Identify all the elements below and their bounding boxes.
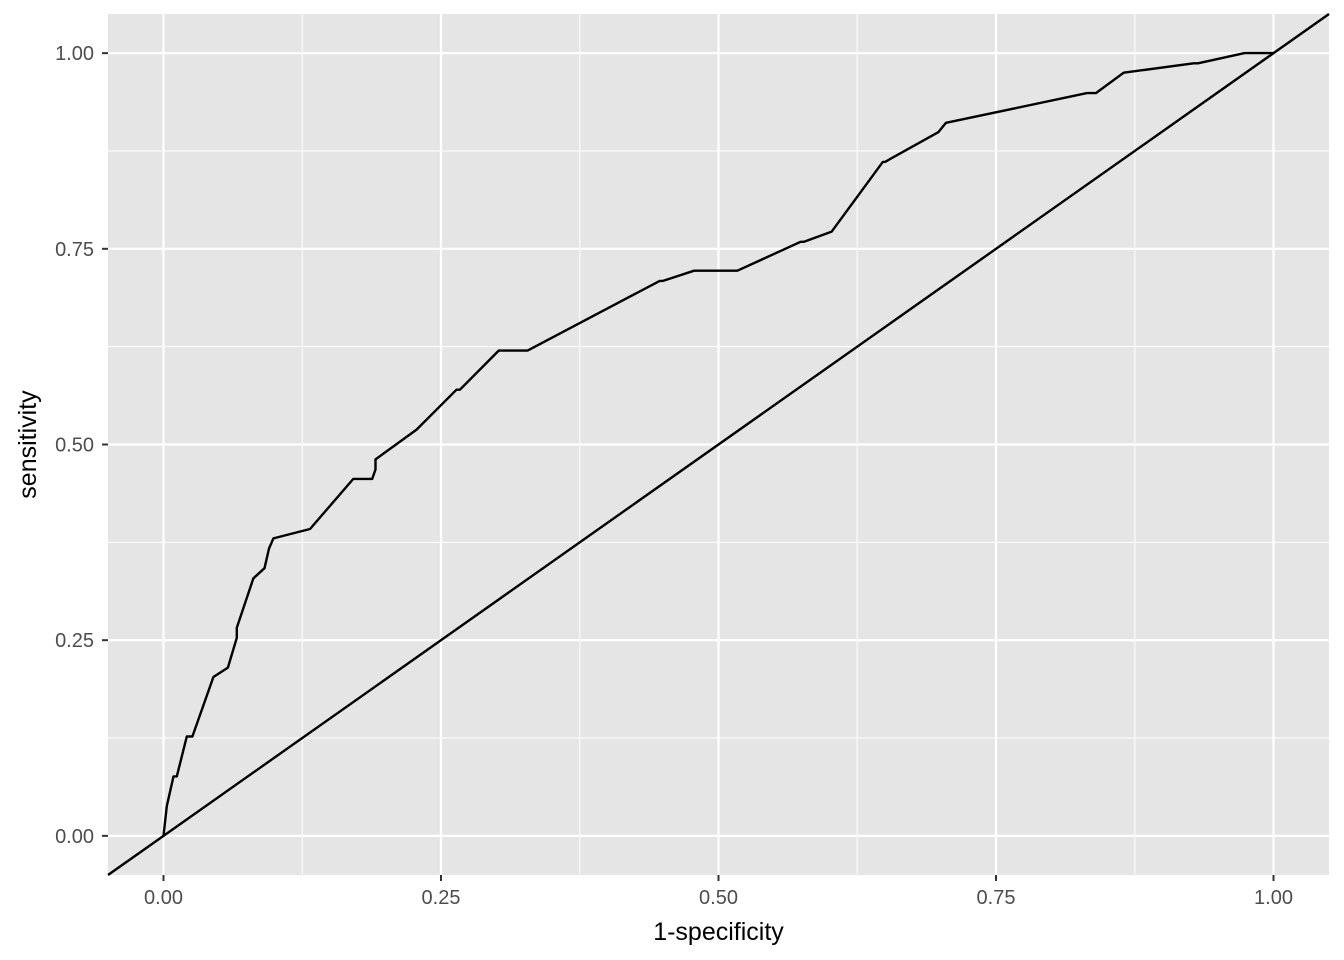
x-tick-label: 0.75	[977, 887, 1016, 909]
series-layer	[107, 13, 1330, 876]
x-tick-label: 0.00	[144, 887, 183, 909]
roc-curve-line	[162, 51, 1274, 837]
x-tick-label: 1.00	[1254, 887, 1293, 909]
x-tick-label: 0.50	[699, 887, 738, 909]
diagonal-reference-line	[107, 13, 1330, 876]
x-tick-label: 0.25	[422, 887, 461, 909]
y-tick-label: 0.50	[55, 435, 94, 457]
y-axis: 0.00 0.25 0.50 0.75 1.00	[55, 43, 108, 848]
y-tick-label: 0.25	[55, 630, 94, 652]
y-axis-title: sensitivity	[14, 390, 42, 499]
y-tick-label: 0.75	[55, 239, 94, 261]
y-tick-label: 0.00	[55, 826, 94, 848]
y-tick-label: 1.00	[55, 43, 94, 65]
x-axis: 0.00 0.25 0.50 0.75 1.00	[144, 875, 1293, 909]
x-axis-title: 1-specificity	[653, 918, 784, 946]
